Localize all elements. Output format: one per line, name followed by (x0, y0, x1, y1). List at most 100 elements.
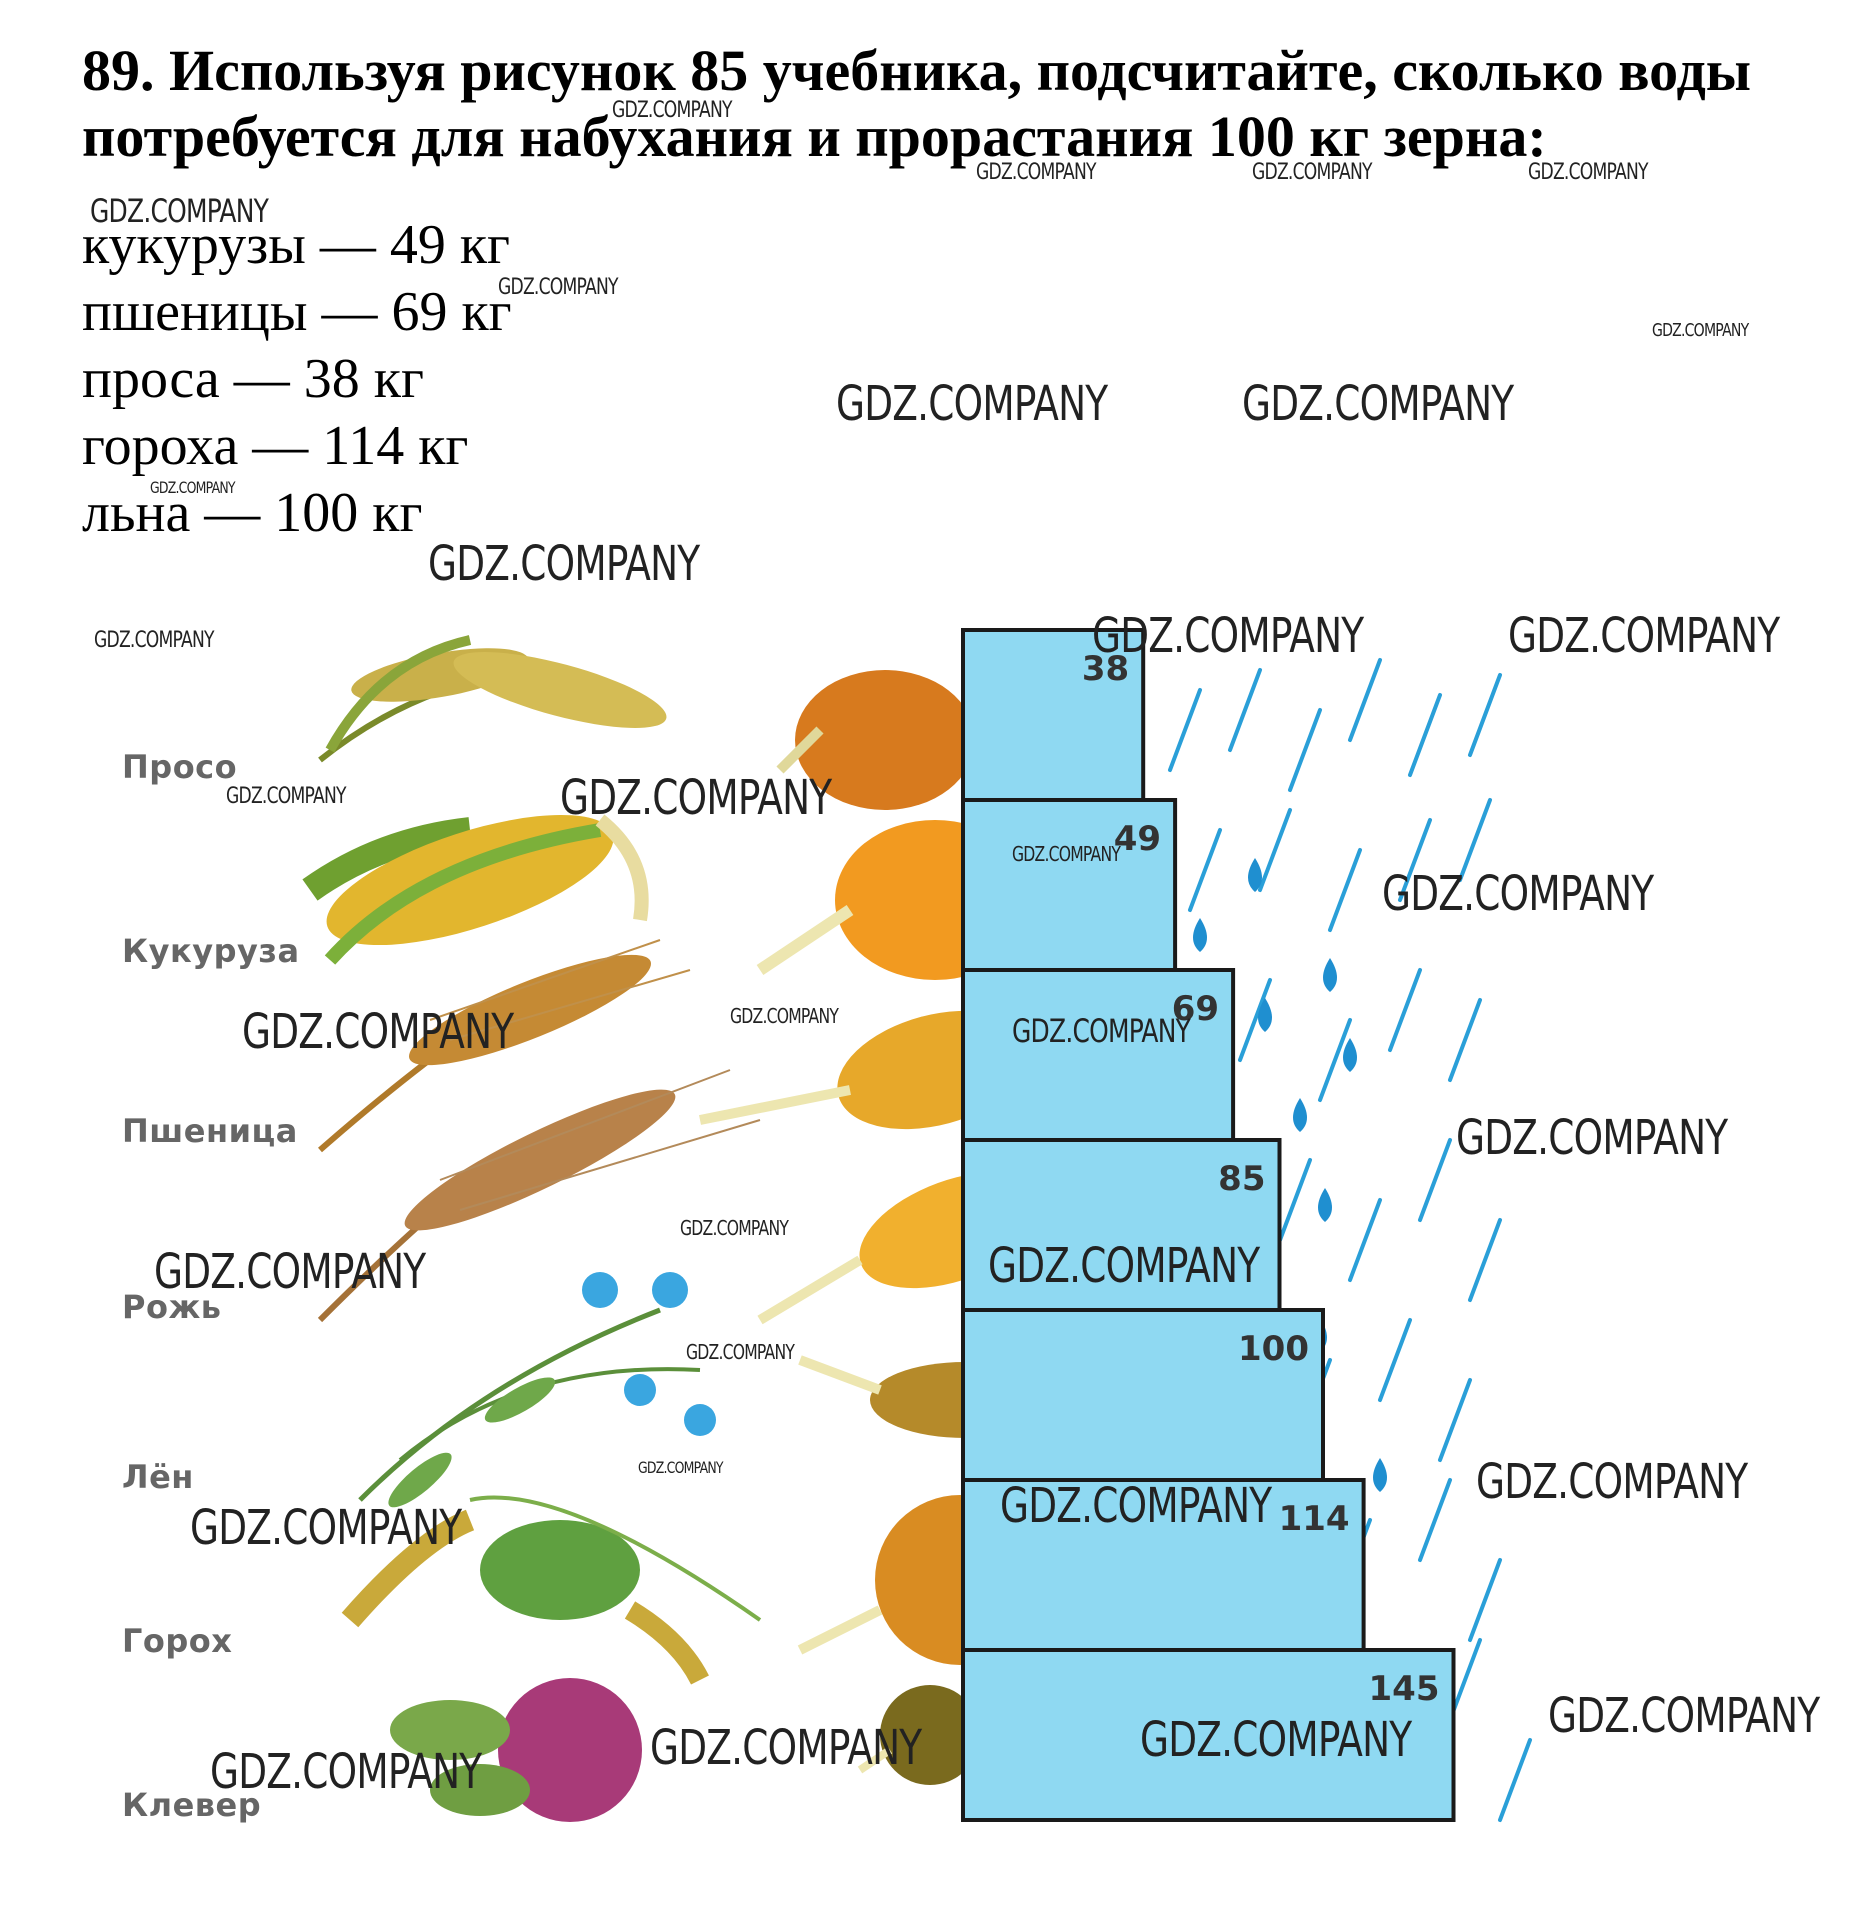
watermark: GDZ.COMPANY (1456, 1110, 1728, 1166)
water-step-value: 38 (1082, 649, 1129, 689)
rain-streak (1278, 1158, 1312, 1242)
water-amount-steps: 38 49 69 85 100 114 145 (961, 628, 1456, 1822)
rain-streak (1288, 708, 1322, 792)
rain-streak (1378, 1318, 1412, 1402)
rain-streak (1498, 1738, 1532, 1822)
wheat-plant-icon (318, 939, 691, 1153)
crop-label-corn: Кукуруза (122, 932, 300, 970)
water-step-bar (961, 628, 1146, 812)
watermark: GDZ.COMPANY (1652, 320, 1749, 341)
answer-wheat: пшеницы — 69 кг (82, 281, 512, 343)
water-drop-icon (1193, 918, 1207, 952)
water-step-value: 145 (1369, 1669, 1440, 1709)
water-drop-icon (1248, 858, 1262, 892)
watermark: GDZ.COMPANY (1012, 842, 1121, 866)
watermark: GDZ.COMPANY (498, 275, 619, 300)
crop-label-millet: Просо (122, 748, 238, 786)
rain-streak (1348, 658, 1382, 742)
plant-illustrations (302, 635, 762, 1822)
water-step-value: 49 (1114, 819, 1161, 859)
water-step-bar (961, 1478, 1366, 1662)
watermark: GDZ.COMPANY (976, 160, 1097, 185)
watermark: GDZ.COMPANY (680, 1216, 789, 1240)
rain-streak (1398, 818, 1432, 902)
watermark: GDZ.COMPANY (650, 1720, 922, 1776)
crop-label-wheat: Пшеница (122, 1112, 298, 1150)
rain-streak (1168, 688, 1202, 772)
corn-plant-icon (302, 814, 649, 965)
answer-flax: льна — 100 кг (82, 482, 423, 544)
watermark: GDZ.COMPANY (190, 1500, 462, 1556)
water-drop-icon (1258, 998, 1272, 1032)
watermark: GDZ.COMPANY (1508, 608, 1780, 664)
crop-label-clover: Клевер (122, 1786, 262, 1824)
watermark: GDZ.COMPANY (226, 784, 347, 809)
rain-streak (1328, 848, 1362, 932)
watermark: GDZ.COMPANY (210, 1744, 482, 1800)
pea-plant-icon (341, 1495, 762, 1685)
rain-streak (1448, 998, 1482, 1082)
watermark: GDZ.COMPANY (1252, 160, 1373, 185)
water-step-value: 100 (1238, 1329, 1309, 1369)
watermark: GDZ.COMPANY (1012, 1012, 1191, 1050)
rain-streak (1238, 978, 1272, 1062)
rain-streak (1408, 693, 1442, 777)
rain-streak (1258, 808, 1292, 892)
watermark: GDZ.COMPANY (686, 1340, 795, 1364)
clover-plant-icon (390, 1678, 642, 1822)
rain-streak (1468, 1558, 1502, 1642)
rain-streak (1418, 1478, 1452, 1562)
watermark: GDZ.COMPANY (90, 192, 269, 230)
rain-streak (1468, 673, 1502, 757)
water-step-bar (961, 1308, 1325, 1492)
millet-seed-icon (776, 670, 975, 810)
watermark: GDZ.COMPANY (638, 1458, 724, 1477)
answer-list: кукурузы — 49 кг пшеницы — 69 кг проса —… (82, 212, 512, 547)
rain-streak (1318, 1018, 1352, 1102)
watermark: GDZ.COMPANY (1476, 1454, 1748, 1510)
water-step-bar (961, 1138, 1282, 1322)
watermark: GDZ.COMPANY (154, 1244, 426, 1300)
rain-streak (1388, 968, 1422, 1052)
water-staircase-chart: 38 49 69 85 100 114 145 (302, 628, 1532, 1822)
watermark: GDZ.COMPANY (94, 628, 215, 653)
watermark: GDZ.COMPANY (1092, 608, 1364, 664)
watermark: GDZ.COMPANY (1382, 866, 1654, 922)
crop-label-rye: Рожь (122, 1288, 222, 1326)
watermark: GDZ.COMPANY (612, 98, 733, 123)
flax-plant-icon (358, 1272, 716, 1508)
water-drop-icon (1293, 1098, 1307, 1132)
rain-streak (1438, 1378, 1472, 1462)
crop-label-flax: Лён (122, 1458, 194, 1496)
clover-seed-icon (857, 1685, 980, 1785)
water-step-bar (961, 968, 1236, 1152)
answer-corn: кукурузы — 49 кг (82, 214, 511, 276)
crop-label-pea: Горох (122, 1622, 233, 1660)
rain-streak (1348, 1198, 1382, 1282)
water-drop-icon (1343, 1038, 1357, 1072)
rain-streak (1418, 1138, 1452, 1222)
watermark: GDZ.COMPANY (1548, 1688, 1820, 1744)
water-step-value: 69 (1172, 989, 1219, 1029)
water-drop-icon (1323, 958, 1337, 992)
water-step-bar (961, 798, 1178, 982)
water-drop-icon (1373, 1458, 1387, 1492)
water-step-bar (961, 1648, 1456, 1822)
rye-plant-icon (317, 1069, 761, 1323)
water-drop-icon (1318, 1188, 1332, 1222)
watermark: GDZ.COMPANY (1000, 1478, 1272, 1534)
watermark: GDZ.COMPANY (150, 478, 236, 497)
watermark: GDZ.COMPANY (242, 1004, 514, 1060)
watermark: GDZ.COMPANY (836, 376, 1108, 432)
answer-pea: гороха — 114 кг (82, 415, 469, 477)
rain-streak (1468, 1218, 1502, 1302)
millet-plant-icon (318, 635, 667, 763)
task-title: 89. Используя рисунок 85 учебника, подсч… (82, 38, 1752, 169)
answer-millet: проса — 38 кг (82, 348, 424, 410)
rain-streak (1188, 828, 1222, 912)
watermark: GDZ.COMPANY (560, 770, 832, 826)
watermark: GDZ.COMPANY (1140, 1712, 1412, 1768)
watermark: GDZ.COMPANY (988, 1238, 1260, 1294)
textbook-figure-85: 38 49 69 85 100 114 145 Просо Кукуруза Пшеница… (0, 600, 1866, 1926)
rain-streak (1228, 668, 1262, 752)
